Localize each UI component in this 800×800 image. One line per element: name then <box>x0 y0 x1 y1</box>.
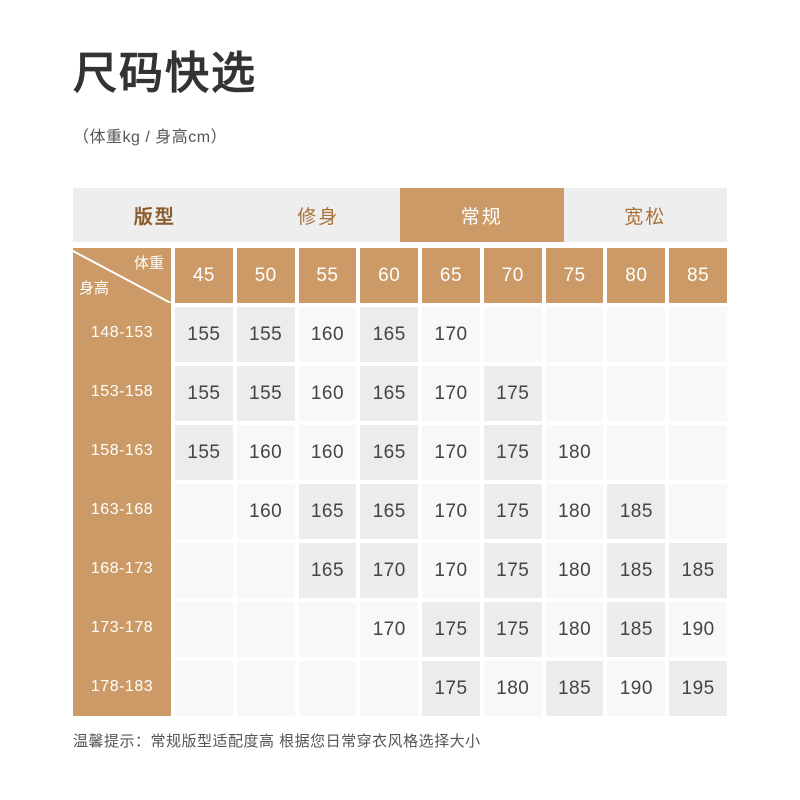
size-cell-empty <box>545 307 604 362</box>
weight-header-50: 50 <box>236 248 295 303</box>
height-row-label-6: 178-183 <box>73 657 171 716</box>
size-cell[interactable]: 170 <box>360 543 419 598</box>
size-cell-empty <box>483 307 542 362</box>
size-cell[interactable]: 165 <box>360 425 419 480</box>
size-cell[interactable]: 170 <box>422 425 480 480</box>
height-row-label-3: 163-168 <box>73 480 171 539</box>
size-cell-empty <box>236 602 295 657</box>
size-cell[interactable]: 175 <box>483 366 542 421</box>
page-subtitle: （体重kg / 身高cm） <box>73 129 228 146</box>
weight-header-80: 80 <box>607 248 666 303</box>
size-cell[interactable]: 185 <box>607 602 666 657</box>
size-cell[interactable]: 185 <box>545 661 604 716</box>
height-row-label-5: 173-178 <box>73 598 171 657</box>
size-cell[interactable]: 170 <box>422 484 480 539</box>
size-cell[interactable]: 185 <box>669 543 727 598</box>
weight-header-85: 85 <box>669 248 727 303</box>
height-row-label-1: 153-158 <box>73 362 171 421</box>
weight-header-65: 65 <box>422 248 480 303</box>
fit-type-label: 版型 <box>133 206 176 228</box>
size-cell[interactable]: 175 <box>483 425 542 480</box>
size-cell[interactable]: 155 <box>236 307 295 362</box>
size-cell[interactable]: 160 <box>298 425 357 480</box>
size-cell[interactable]: 190 <box>607 661 666 716</box>
size-cell[interactable]: 160 <box>298 307 357 362</box>
size-cell[interactable]: 165 <box>360 484 419 539</box>
size-grid: 体重 身高 45 50 55 60 65 70 75 80 85 148-153 155 155 160 16… <box>73 248 727 716</box>
size-cell-empty <box>607 307 666 362</box>
size-cell[interactable]: 175 <box>483 602 542 657</box>
size-cell-empty <box>236 661 295 716</box>
weight-header-75: 75 <box>545 248 604 303</box>
size-cell-empty <box>669 484 727 539</box>
tab-fit-2[interactable]: 宽松 <box>624 206 667 228</box>
weight-header-45: 45 <box>175 248 233 303</box>
size-cell-empty <box>545 366 604 421</box>
weight-header-70: 70 <box>483 248 542 303</box>
size-cell-empty <box>607 425 666 480</box>
size-cell-empty <box>669 366 727 421</box>
size-cell-empty <box>175 543 233 598</box>
size-cell[interactable]: 165 <box>298 484 357 539</box>
corner-weight-label: 体重 <box>133 255 164 272</box>
size-cell[interactable]: 185 <box>607 484 666 539</box>
size-cell[interactable]: 180 <box>545 543 604 598</box>
size-cell[interactable]: 175 <box>422 602 480 657</box>
size-cell[interactable]: 170 <box>422 366 480 421</box>
size-cell[interactable]: 170 <box>360 602 419 657</box>
size-cell[interactable]: 160 <box>298 366 357 421</box>
size-cell-empty <box>298 661 357 716</box>
size-cell[interactable]: 165 <box>360 307 419 362</box>
size-cell[interactable]: 180 <box>483 661 542 716</box>
size-cell-empty <box>175 602 233 657</box>
size-cell[interactable]: 175 <box>483 484 542 539</box>
size-cell[interactable]: 155 <box>175 307 233 362</box>
size-cell[interactable]: 155 <box>175 425 233 480</box>
size-cell[interactable]: 175 <box>483 543 542 598</box>
tab-fit-1[interactable]: 常规 <box>400 188 564 242</box>
size-cell[interactable]: 180 <box>545 602 604 657</box>
page-title: 尺码快选 <box>73 49 257 98</box>
size-cell-empty <box>607 366 666 421</box>
size-cell[interactable]: 160 <box>236 425 295 480</box>
size-cell-empty <box>669 307 727 362</box>
size-cell[interactable]: 160 <box>236 484 295 539</box>
weight-header-55: 55 <box>298 248 357 303</box>
height-row-label-2: 158-163 <box>73 421 171 480</box>
size-cell-empty <box>298 602 357 657</box>
footer-note: 温馨提示：常规版型适配度高 根据您日常穿衣风格选择大小 <box>73 733 481 750</box>
size-cell[interactable]: 165 <box>298 543 357 598</box>
size-cell[interactable]: 190 <box>669 602 727 657</box>
size-cell[interactable]: 170 <box>422 307 480 362</box>
size-cell-empty <box>360 661 419 716</box>
height-row-label-0: 148-153 <box>73 303 171 362</box>
size-cell[interactable]: 195 <box>669 661 727 716</box>
size-cell-empty <box>175 661 233 716</box>
size-cell[interactable]: 170 <box>422 543 480 598</box>
size-cell[interactable]: 185 <box>607 543 666 598</box>
size-cell[interactable]: 155 <box>236 366 295 421</box>
height-row-label-4: 168-173 <box>73 539 171 598</box>
size-cell-empty <box>236 543 295 598</box>
fit-type-tabbar: 版型 修身 常规 宽松 <box>73 188 727 242</box>
size-cell[interactable]: 155 <box>175 366 233 421</box>
size-cell[interactable]: 175 <box>422 661 480 716</box>
size-cell-empty <box>175 484 233 539</box>
corner-height-label: 身高 <box>79 280 110 297</box>
size-cell[interactable]: 180 <box>545 425 604 480</box>
size-cell[interactable]: 165 <box>360 366 419 421</box>
grid-corner-header: 体重身高 <box>73 248 171 303</box>
tab-fit-0[interactable]: 修身 <box>297 206 340 228</box>
size-cell-empty <box>669 425 727 480</box>
weight-header-60: 60 <box>360 248 419 303</box>
size-cell[interactable]: 180 <box>545 484 604 539</box>
